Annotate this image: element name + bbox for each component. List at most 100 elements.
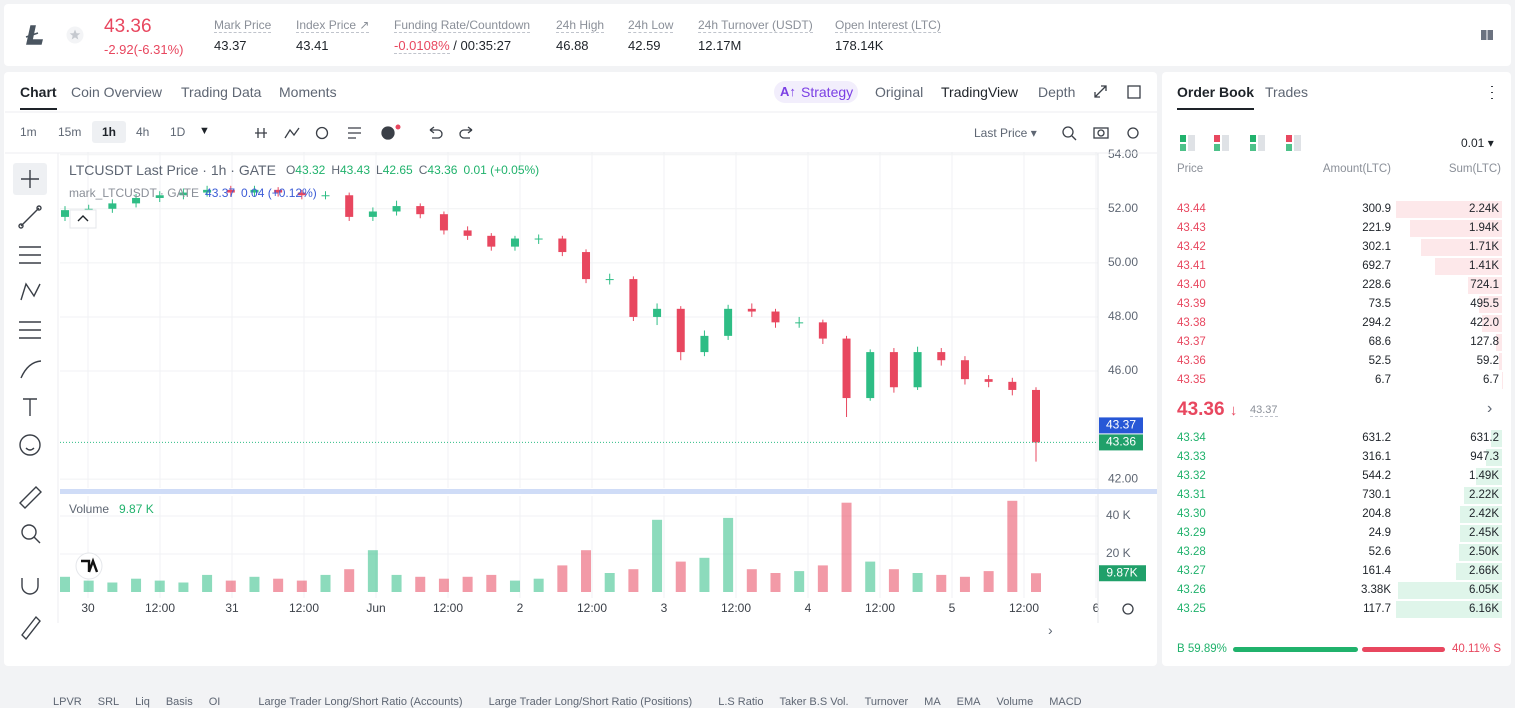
ob-sum: 2.22K	[1469, 489, 1499, 501]
ob-amount: 302.1	[1362, 241, 1391, 253]
stat-value: 43.37	[214, 38, 247, 53]
ob-sum: 6.7	[1483, 374, 1499, 386]
buy-bar	[1233, 647, 1358, 652]
chart-tab[interactable]: Coin Overview	[71, 84, 162, 100]
depth-bar	[1499, 353, 1502, 370]
indicator[interactable]: OI	[209, 696, 221, 708]
ob-sum: 947.3	[1470, 451, 1499, 463]
ob-amount: 300.9	[1362, 203, 1391, 215]
indicator[interactable]: Volume	[997, 696, 1034, 708]
indicator[interactable]: MACD	[1049, 696, 1081, 708]
indicator[interactable]: L.S Ratio	[718, 696, 763, 708]
buy-prefix: B	[1177, 643, 1185, 655]
ob-amount: 221.9	[1362, 222, 1391, 234]
ob-amount: 52.5	[1369, 355, 1391, 367]
ob-sum: 127.8	[1470, 336, 1499, 348]
interval[interactable]: 4h	[136, 125, 149, 139]
stat-value-text: 46.88	[556, 38, 589, 53]
ob-sum: 2.50K	[1469, 546, 1499, 558]
interval[interactable]: 15m	[58, 125, 81, 139]
layout-toggle[interactable]	[1180, 135, 1196, 151]
ob-price: 43.32	[1177, 470, 1206, 482]
ob-sum: 2.24K	[1469, 203, 1499, 215]
ob-sum: 1.49K	[1469, 470, 1499, 482]
indicator[interactable]: Large Trader Long/Short Ratio (Accounts)	[258, 696, 462, 708]
ob-amount: 161.4	[1362, 565, 1391, 577]
ob-amount: 730.1	[1362, 489, 1391, 501]
stat-value: -0.0108% / 00:35:27	[394, 38, 511, 53]
ob-amount: 6.7	[1375, 374, 1391, 386]
indicator[interactable]: SRL	[98, 696, 119, 708]
indicator[interactable]: MA	[924, 696, 941, 708]
layout-toggle[interactable]	[1250, 135, 1266, 151]
indicator[interactable]: Large Trader Long/Short Ratio (Positions…	[489, 696, 693, 708]
view-tab[interactable]: Depth	[1038, 84, 1075, 100]
ob-price: 43.40	[1177, 279, 1206, 291]
layout-toggle[interactable]	[1286, 135, 1302, 151]
sell-ratio: 40.11% S	[1452, 643, 1501, 655]
buy-value: 59.89%	[1188, 643, 1227, 655]
precision-select[interactable]: 0.01 ▾	[1461, 136, 1494, 150]
price-source[interactable]: Last Price ▾	[974, 126, 1037, 140]
indicator[interactable]: Basis	[166, 696, 193, 708]
ob-price: 43.39	[1177, 298, 1206, 310]
interval[interactable]: 1h	[92, 121, 126, 143]
stat-value-text: 178.14K	[835, 38, 883, 53]
indicator[interactable]: Turnover	[865, 696, 909, 708]
indicator[interactable]: EMA	[957, 696, 981, 708]
stat-value: 43.41	[296, 38, 329, 53]
price-change: -2.92(-6.31%)	[104, 42, 183, 57]
more-indicators[interactable]: ›	[1048, 622, 1053, 638]
strategy-pill[interactable]: A↑Strategy	[774, 81, 858, 103]
chart-tab[interactable]: Chart	[20, 84, 57, 110]
chart-tab[interactable]: Moments	[279, 84, 337, 100]
indicator[interactable]: Liq	[135, 696, 150, 708]
ob-price: 43.34	[1177, 432, 1206, 444]
stat-label: Funding Rate/Countdown	[394, 18, 530, 33]
order-book-tab[interactable]: Order Book	[1177, 84, 1254, 110]
favorite-star[interactable]	[66, 26, 84, 44]
precision: 0.01	[1461, 136, 1484, 150]
layout-toggle[interactable]	[1214, 135, 1230, 151]
mid-price: 43.36 ↓	[1177, 399, 1237, 421]
mid-price-value: 43.36	[1177, 399, 1225, 420]
book-icon[interactable]	[1480, 28, 1494, 42]
interval-caret: ▼	[199, 125, 210, 137]
ob-sum: 724.1	[1470, 279, 1499, 291]
view-tab[interactable]: Original	[875, 84, 923, 100]
order-book-tab[interactable]: Trades	[1265, 84, 1308, 100]
stat-label: 24h High	[556, 18, 604, 33]
column-header: Sum(LTC)	[1449, 163, 1501, 175]
ob-price: 43.43	[1177, 222, 1206, 234]
indicator[interactable]: LPVR	[53, 696, 82, 708]
chart-tab[interactable]: Trading Data	[181, 84, 261, 100]
indicator[interactable]: Taker B.S Vol.	[779, 696, 848, 708]
stat-value-text: 42.59	[628, 38, 661, 53]
stat-label: Open Interest (LTC)	[835, 18, 941, 33]
interval[interactable]: 1m	[20, 125, 37, 139]
column-header: Amount(LTC)	[1323, 163, 1391, 175]
ob-amount: 316.1	[1362, 451, 1391, 463]
expand-arrow[interactable]: ›	[1487, 400, 1492, 418]
interval[interactable]: 1D	[170, 125, 185, 139]
sell-bar	[1362, 647, 1445, 652]
view-tab[interactable]: TradingView	[941, 84, 1018, 100]
buy-ratio: B 59.89%	[1177, 643, 1227, 655]
stat-label: Index Price ↗	[296, 18, 369, 33]
last-price: 43.36	[104, 16, 152, 38]
ob-sum: 1.94K	[1469, 222, 1499, 234]
ob-amount: 117.7	[1363, 603, 1391, 615]
stat-value-text: -0.0108%	[394, 38, 450, 54]
column-header: Price	[1177, 163, 1203, 175]
stat-value: 12.17M	[698, 38, 741, 53]
ob-price: 43.28	[1177, 546, 1206, 558]
stat-extra: / 00:35:27	[453, 38, 511, 53]
ob-price: 43.25	[1177, 603, 1206, 615]
ob-price: 43.44	[1177, 203, 1206, 215]
ob-amount: 692.7	[1362, 260, 1391, 272]
ob-price: 43.26	[1177, 584, 1206, 596]
indicator-bar: LPVR SRL Liq Basis OI Large Trader Long/Short…	[53, 696, 1098, 708]
ob-sum: 59.2	[1477, 355, 1499, 367]
ob-sum: 2.66K	[1469, 565, 1499, 577]
